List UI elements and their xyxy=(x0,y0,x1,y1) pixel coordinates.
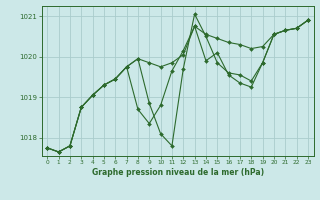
X-axis label: Graphe pression niveau de la mer (hPa): Graphe pression niveau de la mer (hPa) xyxy=(92,168,264,177)
